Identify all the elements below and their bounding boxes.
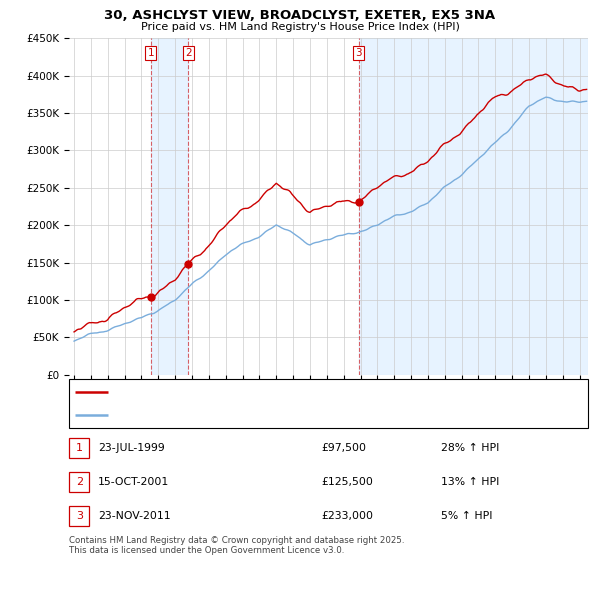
Text: £125,500: £125,500 (321, 477, 373, 487)
Bar (151, 38, 188, 375)
Text: 28% ↑ HPI: 28% ↑ HPI (441, 443, 499, 453)
Text: 23-NOV-2011: 23-NOV-2011 (98, 512, 170, 521)
Text: 3: 3 (76, 512, 83, 521)
Text: 13% ↑ HPI: 13% ↑ HPI (441, 477, 499, 487)
Text: 5% ↑ HPI: 5% ↑ HPI (441, 512, 493, 521)
Text: 3: 3 (356, 48, 362, 58)
Bar (359, 38, 588, 375)
Text: 23-JUL-1999: 23-JUL-1999 (98, 443, 164, 453)
Text: HPI: Average price, semi-detached house, East Devon: HPI: Average price, semi-detached house,… (112, 409, 376, 419)
Text: 30, ASHCLYST VIEW, BROADCLYST, EXETER, EX5 3NA: 30, ASHCLYST VIEW, BROADCLYST, EXETER, E… (104, 9, 496, 22)
Text: Contains HM Land Registry data © Crown copyright and database right 2025.
This d: Contains HM Land Registry data © Crown c… (69, 536, 404, 555)
Text: Price paid vs. HM Land Registry's House Price Index (HPI): Price paid vs. HM Land Registry's House … (140, 22, 460, 32)
Text: £233,000: £233,000 (321, 512, 373, 521)
Text: 1: 1 (148, 48, 154, 58)
Text: £97,500: £97,500 (321, 443, 366, 453)
Text: 15-OCT-2001: 15-OCT-2001 (98, 477, 169, 487)
Text: 2: 2 (76, 477, 83, 487)
Text: 30, ASHCLYST VIEW, BROADCLYST, EXETER, EX5 3NA (semi-detached house): 30, ASHCLYST VIEW, BROADCLYST, EXETER, E… (112, 388, 487, 398)
Text: 2: 2 (185, 48, 192, 58)
Text: 1: 1 (76, 443, 83, 453)
